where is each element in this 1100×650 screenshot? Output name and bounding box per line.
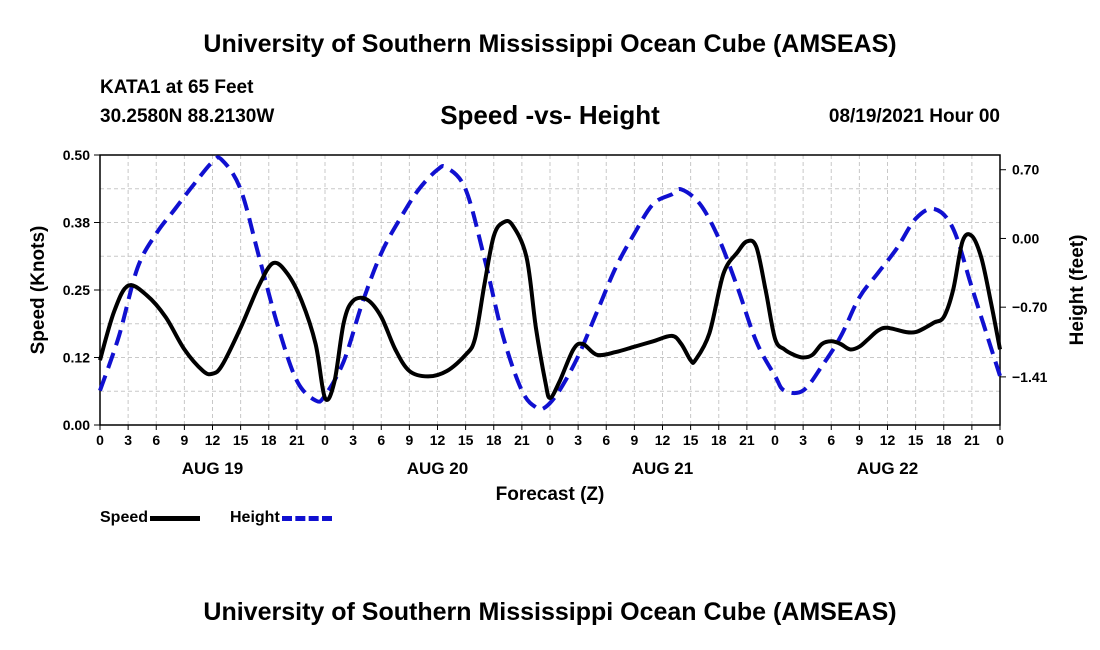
right-axis-title: Height (feet) — [1067, 235, 1088, 346]
x-tick-label: 6 — [377, 432, 385, 448]
x-tick-label: 0 — [96, 432, 104, 448]
height-series-line — [98, 155, 1002, 412]
legend-speed-swatch — [150, 515, 201, 521]
x-tick-label: 3 — [574, 432, 582, 448]
chart-title: Speed -vs- Height — [440, 100, 660, 130]
x-tick-label: 18 — [261, 432, 277, 448]
x-tick-label: 9 — [855, 432, 863, 448]
x-tick-label: 15 — [908, 432, 924, 448]
x-tick-label: 0 — [996, 432, 1004, 448]
left-tick-label: 0.25 — [63, 282, 90, 298]
day-label: AUG 20 — [407, 459, 468, 478]
bottom-title: University of Southern Mississippi Ocean… — [203, 598, 897, 626]
legend-height-label: Height — [230, 509, 280, 526]
x-tick-label: 6 — [152, 432, 160, 448]
left-axis-title: Speed (Knots) — [28, 226, 49, 355]
legend-speed: Speed — [100, 509, 201, 527]
x-tick-label: 9 — [180, 432, 188, 448]
legend-speed-label: Speed — [100, 509, 149, 526]
forecast-datetime: 08/19/2021 Hour 00 — [828, 106, 1000, 127]
x-axis-title: Forecast (Z) — [496, 484, 605, 505]
right-tick-label: 0.70 — [1012, 162, 1039, 178]
x-tick-label: 21 — [289, 432, 305, 448]
day-label: AUG 21 — [632, 459, 693, 478]
x-tick-label: 12 — [205, 432, 221, 448]
x-tick-label: 15 — [458, 432, 474, 448]
x-tick-label: 3 — [124, 432, 132, 448]
left-tick-label: 0.50 — [63, 147, 90, 163]
x-tick-label: 18 — [936, 432, 952, 448]
x-tick-label: 0 — [321, 432, 329, 448]
x-tick-label: 6 — [827, 432, 835, 448]
day-label: AUG 22 — [857, 459, 918, 478]
right-tick-label: −0.70 — [1012, 299, 1048, 315]
legend-height-swatch — [281, 515, 332, 521]
x-tick-label: 21 — [964, 432, 980, 448]
right-tick-label: −1.41 — [1012, 369, 1048, 385]
x-tick-label: 12 — [430, 432, 446, 448]
x-tick-label: 6 — [602, 432, 610, 448]
coordinates-label: 30.2580N 88.2130W — [100, 106, 275, 127]
day-label: AUG 19 — [182, 459, 243, 478]
x-tick-label: 18 — [711, 432, 727, 448]
x-tick-label: 0 — [546, 432, 554, 448]
data-series — [98, 155, 1002, 412]
x-tick-label: 3 — [799, 432, 807, 448]
speed-series-line — [98, 218, 1002, 402]
left-tick-label: 0.38 — [63, 215, 90, 231]
x-tick-label: 15 — [683, 432, 699, 448]
axis-ticks: 0 3 6 9 12 15 18 21 0 3 6 9 12 15 18 21 0 3 6 9 12 15 18 21 0 3 6 9… — [63, 147, 1048, 478]
x-tick-label: 9 — [405, 432, 413, 448]
x-tick-label: 15 — [233, 432, 249, 448]
x-tick-label: 3 — [349, 432, 357, 448]
x-tick-label: 0 — [771, 432, 779, 448]
x-tick-label: 21 — [739, 432, 755, 448]
top-title: University of Southern Mississippi Ocean… — [203, 30, 897, 58]
left-tick-label: 0.00 — [63, 417, 90, 433]
left-tick-label: 0.12 — [63, 350, 90, 366]
x-tick-label: 21 — [514, 432, 530, 448]
x-tick-label: 12 — [880, 432, 896, 448]
x-tick-label: 9 — [630, 432, 638, 448]
station-label: KATA1 at 65 Feet — [100, 77, 254, 98]
right-tick-label: 0.00 — [1012, 230, 1039, 246]
legend-height: Height — [230, 509, 332, 527]
x-tick-label: 18 — [486, 432, 502, 448]
x-tick-label: 12 — [655, 432, 671, 448]
